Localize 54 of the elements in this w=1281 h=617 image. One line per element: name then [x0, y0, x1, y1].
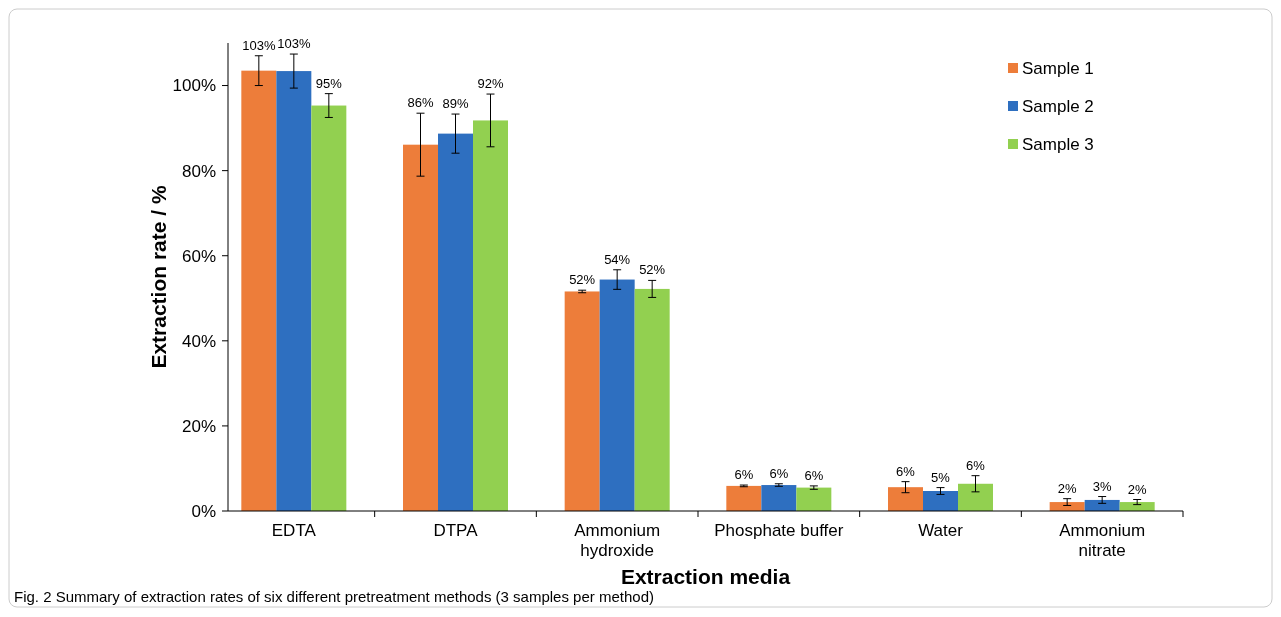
data-label: 6%: [804, 467, 824, 483]
bar: [1049, 502, 1085, 511]
bar: [726, 485, 762, 511]
y-tick-label: 60%: [181, 246, 216, 266]
bar: [796, 487, 832, 511]
x-tick-label: Phosphate buffer: [714, 521, 844, 540]
data-label: 52%: [639, 262, 666, 278]
bar: [888, 487, 923, 511]
bar: [923, 491, 958, 511]
data-label: 2%: [1127, 481, 1147, 497]
bar: [599, 279, 635, 511]
bar: [276, 71, 312, 511]
legend-label: Sample 2: [1022, 96, 1094, 116]
data-label: 6%: [769, 465, 789, 481]
data-label: 95%: [315, 75, 343, 91]
data-label: 6%: [734, 467, 754, 483]
x-axis-title: Extraction media: [620, 565, 791, 588]
data-label: 86%: [407, 95, 434, 111]
bar: [564, 291, 600, 511]
caption: Fig. 2 Summary of extraction rates of six different pretreatment methods (3 samples per method): [14, 588, 654, 605]
x-tick-label: DTPA: [433, 521, 479, 540]
bar: [634, 288, 670, 511]
y-tick-label: 20%: [181, 416, 216, 436]
data-label: 103%: [277, 36, 311, 52]
bar: [958, 483, 993, 511]
y-tick-label: 0%: [191, 501, 216, 521]
data-label: 6%: [896, 463, 916, 479]
y-tick-label: 40%: [181, 331, 216, 351]
y-axis-title: Extraction rate / %: [147, 185, 170, 369]
data-label: 2%: [1057, 480, 1077, 496]
legend-label: Sample 1: [1022, 58, 1094, 78]
bar: [1119, 502, 1155, 511]
data-label: 92%: [477, 76, 504, 92]
data-label: 89%: [442, 96, 469, 112]
x-tick-label: Ammonium nitrate: [1059, 521, 1146, 560]
bar: [473, 120, 508, 511]
data-label: 3%: [1092, 478, 1112, 494]
bar: [438, 133, 473, 511]
data-label: 6%: [966, 457, 986, 473]
x-tick-label: Water: [918, 521, 964, 540]
data-label: 54%: [604, 251, 631, 267]
bar: [1084, 499, 1120, 511]
bar: [241, 70, 277, 511]
x-tick-label: Ammonium hydroxide: [574, 521, 661, 560]
bar: [403, 144, 438, 511]
legend-label: Sample 3: [1022, 134, 1094, 154]
x-tick-label: EDTA: [271, 521, 317, 540]
y-tick-label: 100%: [172, 76, 216, 96]
data-label: 52%: [569, 272, 596, 288]
data-label: 5%: [931, 469, 951, 485]
y-tick-label: 80%: [181, 161, 216, 181]
data-label: 103%: [242, 37, 276, 53]
bar: [761, 485, 797, 511]
bar: [311, 105, 347, 511]
